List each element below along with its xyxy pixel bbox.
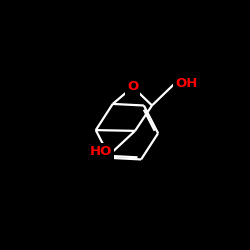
Text: OH: OH bbox=[175, 78, 198, 90]
Text: HO: HO bbox=[90, 145, 112, 158]
Text: O: O bbox=[127, 80, 138, 94]
